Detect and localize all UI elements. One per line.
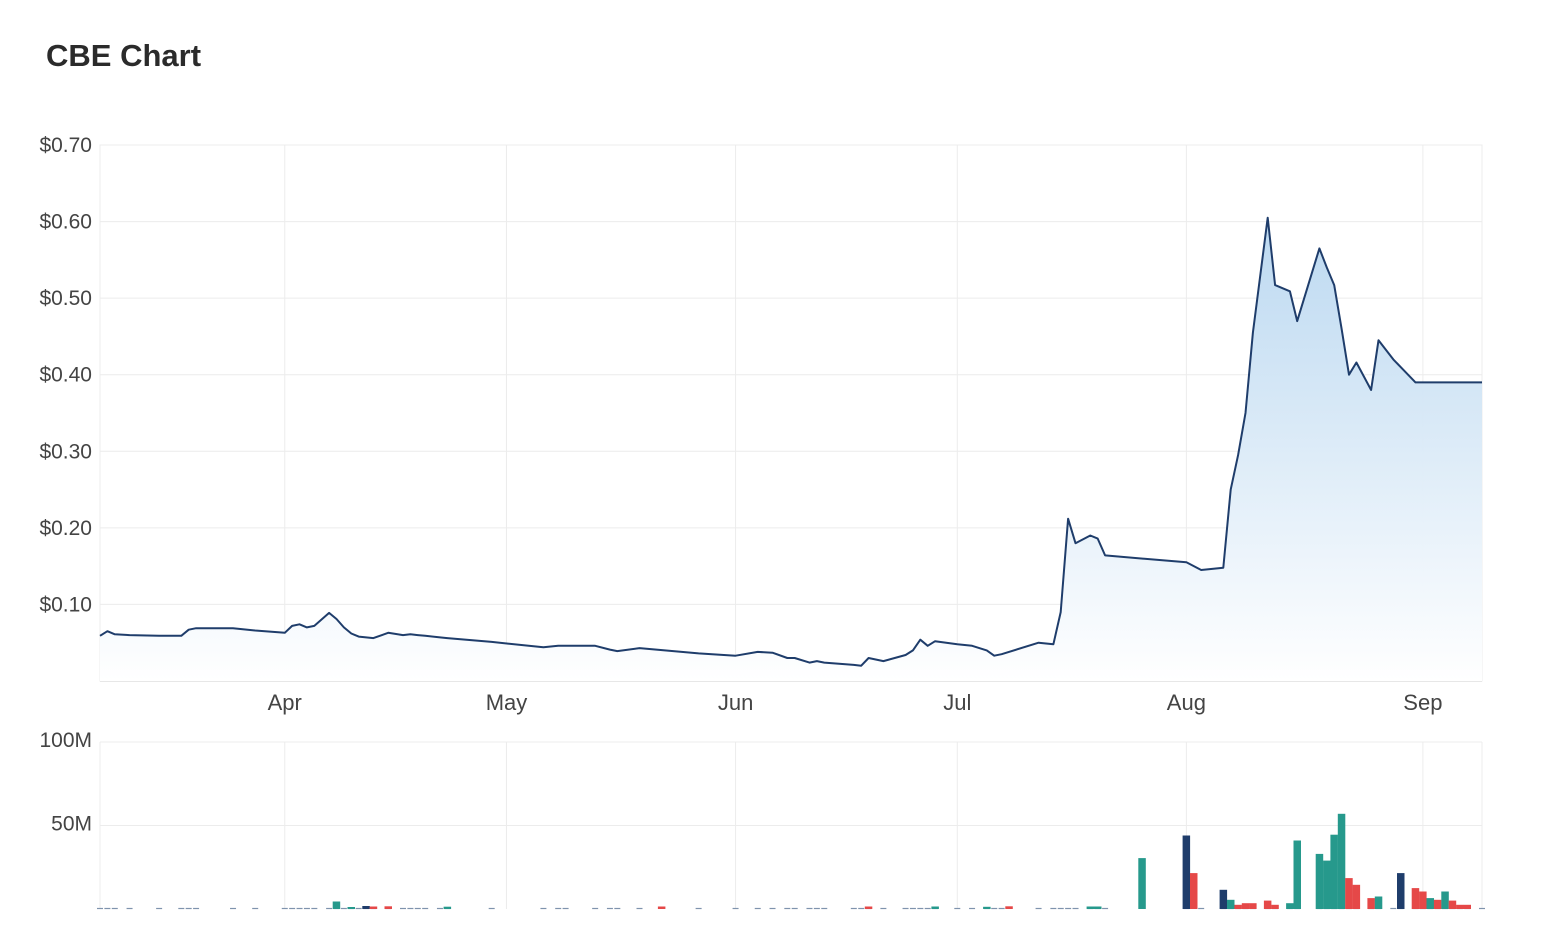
price-x-axis: Apr May Jun Jul Aug Sep bbox=[268, 690, 1443, 715]
volume-bar bbox=[931, 906, 939, 909]
chart-title: CBE Chart bbox=[46, 38, 202, 73]
price-y-tick-label: $0.60 bbox=[39, 211, 92, 234]
volume-bar bbox=[1249, 903, 1257, 909]
volume-bar bbox=[384, 906, 392, 909]
volume-bar bbox=[1411, 888, 1420, 909]
volume-bar bbox=[1271, 904, 1279, 909]
volume-bar bbox=[1448, 900, 1457, 909]
volume-bar bbox=[1234, 904, 1242, 909]
volume-y-tick-label: 100M bbox=[39, 729, 92, 752]
volume-y-axis: 100M 50M bbox=[39, 729, 92, 836]
volume-bar bbox=[1315, 853, 1324, 909]
volume-bar bbox=[1456, 904, 1464, 909]
price-y-tick-label: $0.30 bbox=[39, 440, 92, 463]
volume-bar bbox=[1286, 903, 1294, 909]
volume-bar bbox=[1352, 884, 1361, 909]
volume-bar bbox=[1263, 900, 1272, 909]
volume-bar bbox=[1433, 899, 1442, 909]
volume-bars bbox=[97, 813, 1485, 910]
volume-bar bbox=[1005, 906, 1013, 909]
price-x-tick-label: Jul bbox=[943, 690, 971, 715]
price-y-tick-label: $0.40 bbox=[39, 364, 92, 387]
volume-bar bbox=[657, 906, 666, 909]
price-y-tick-label: $0.50 bbox=[39, 287, 92, 310]
volume-bar bbox=[1441, 891, 1449, 909]
price-y-tick-label: $0.70 bbox=[39, 134, 92, 157]
volume-bar bbox=[1345, 878, 1353, 909]
volume-bar bbox=[332, 901, 341, 909]
volume-bar bbox=[1419, 891, 1427, 909]
volume-bar bbox=[443, 906, 452, 909]
volume-bar bbox=[1367, 898, 1375, 909]
volume-bar bbox=[362, 906, 370, 909]
volume-bar bbox=[1138, 858, 1146, 909]
volume-bar bbox=[1374, 896, 1383, 909]
volume-bar bbox=[1337, 813, 1346, 909]
volume-bar bbox=[1094, 906, 1102, 909]
volume-y-tick-label: 50M bbox=[51, 813, 92, 836]
volume-bar bbox=[1463, 904, 1471, 909]
volume-bar bbox=[1086, 906, 1095, 909]
volume-bar bbox=[1330, 834, 1338, 909]
volume-grid bbox=[99, 741, 1483, 909]
volume-bar bbox=[369, 906, 378, 909]
price-x-tick-label: Sep bbox=[1403, 690, 1442, 715]
volume-bar bbox=[864, 906, 873, 909]
price-area-layer bbox=[99, 216, 1482, 681]
volume-bar bbox=[347, 907, 355, 909]
price-area bbox=[100, 217, 1482, 681]
volume-bar bbox=[1219, 889, 1228, 909]
price-y-axis: $0.70 $0.60 $0.50 $0.40 $0.30 $0.20 $0.10 bbox=[39, 134, 92, 616]
price-x-tick-label: May bbox=[486, 690, 528, 715]
volume-bar bbox=[1293, 840, 1301, 909]
price-x-tick-label: Jun bbox=[718, 690, 753, 715]
price-y-tick-label: $0.20 bbox=[39, 517, 92, 540]
volume-bar bbox=[1241, 903, 1250, 909]
price-y-tick-label: $0.10 bbox=[39, 593, 92, 616]
volume-bar bbox=[1182, 835, 1191, 909]
volume-bar bbox=[1227, 899, 1235, 909]
price-x-tick-label: Aug bbox=[1167, 690, 1206, 715]
volume-bar bbox=[1397, 873, 1405, 909]
price-line bbox=[99, 216, 1482, 667]
volume-bar bbox=[983, 906, 991, 909]
price-x-tick-label: Apr bbox=[268, 690, 302, 715]
volume-bar bbox=[1190, 873, 1198, 909]
volume-bar bbox=[1426, 898, 1434, 909]
volume-bar bbox=[1323, 860, 1331, 909]
